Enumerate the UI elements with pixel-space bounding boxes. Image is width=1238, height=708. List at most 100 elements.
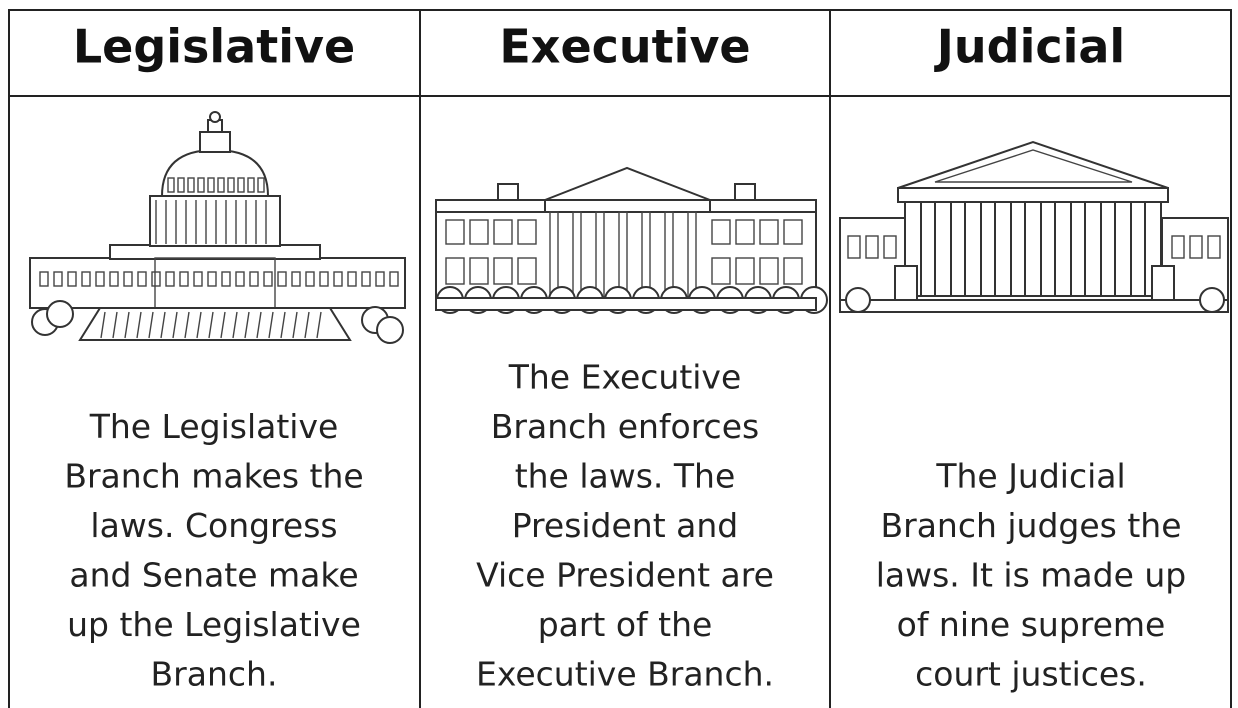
drawing-part: [249, 271, 259, 287]
drawing-part: [883, 235, 897, 259]
drawing-part: [845, 287, 871, 313]
drawing-part: [469, 257, 489, 285]
drawing-part: [256, 311, 262, 339]
drawing-part: [375, 271, 385, 287]
drawing-part: [934, 201, 952, 297]
drawing-part: [160, 311, 166, 339]
drawing-part: [735, 257, 755, 285]
drawing-part: [257, 177, 265, 193]
drawing-part: [53, 271, 63, 287]
drawing-part: [179, 271, 189, 287]
description-line: President and: [512, 506, 739, 545]
column-heading: Judicial: [934, 20, 1125, 74]
drawing-part: [268, 311, 274, 339]
drawing-part: [207, 271, 217, 287]
drawing-part: [208, 311, 214, 339]
drawing-part: [847, 235, 861, 259]
drawing-part: [291, 271, 301, 287]
drawing-part: [347, 271, 357, 287]
drawing-part: [184, 311, 190, 339]
drawing-part: [493, 257, 513, 285]
drawing-part: [29, 257, 406, 309]
drawing-part: [435, 199, 817, 301]
drawing-part: [149, 195, 281, 247]
description-line: Vice President are: [476, 556, 774, 595]
drawing-part: [263, 271, 273, 287]
illustrations: [29, 111, 1229, 344]
drawing-part: [67, 271, 77, 287]
description-line: Branch makes the: [64, 457, 363, 496]
drawing-part: [304, 311, 310, 339]
description-line: Branch.: [151, 655, 278, 694]
drawing-part: [783, 219, 803, 245]
drawing-part: [1207, 235, 1221, 259]
drawing-part: [1114, 201, 1132, 297]
drawing-part: [1171, 235, 1185, 259]
drawing-part: [734, 183, 756, 201]
description-line: laws. It is made up: [876, 556, 1187, 595]
column-heading: Executive: [499, 20, 750, 74]
drawing-part: [445, 219, 465, 245]
drawing-part: [445, 257, 465, 285]
description-line: The Legislative: [89, 407, 339, 446]
drawing-part: [81, 271, 91, 287]
drawing-part: [292, 311, 298, 339]
drawing-part: [209, 111, 221, 123]
drawing-part: [361, 271, 371, 287]
drawing-part: [46, 300, 74, 328]
drawing-part: [95, 271, 105, 287]
drawing-part: [1054, 201, 1072, 297]
description-line: Branch enforces: [491, 407, 759, 446]
drawing-part: [497, 183, 519, 201]
drawing-part: [517, 257, 537, 285]
drawing-part: [100, 311, 106, 339]
drawing-part: [1189, 235, 1203, 259]
description-line: The Executive: [508, 358, 742, 397]
drawing-part: [193, 271, 203, 287]
drawing-part: [124, 311, 130, 339]
drawing-part: [277, 271, 287, 287]
drawing-part: [435, 297, 817, 311]
drawing-part: [934, 149, 1133, 183]
drawing-part: [280, 311, 286, 339]
drawing-part: [123, 271, 133, 287]
drawing-part: [376, 316, 404, 344]
drawing-part: [235, 271, 245, 287]
drawing-part: [544, 199, 711, 213]
description-line: up the Legislative: [67, 605, 361, 644]
drawing-part: [333, 271, 343, 287]
drawing-part: [136, 311, 142, 339]
column-heading: Legislative: [73, 20, 355, 74]
drawing-part: [151, 271, 161, 287]
drawing-part: [389, 271, 399, 287]
drawing-part: [221, 271, 231, 287]
drawing-part: [319, 271, 329, 287]
drawing-part: [711, 257, 731, 285]
drawing-part: [172, 311, 178, 339]
drawing-part: [109, 271, 119, 287]
drawing-part: [220, 311, 226, 339]
drawing-part: [227, 177, 235, 193]
drawing-part: [865, 235, 879, 259]
drawing-part: [894, 265, 918, 301]
drawing-part: [137, 271, 147, 287]
drawing-part: [759, 219, 779, 245]
drawing-part: [148, 311, 154, 339]
drawing-part: [39, 271, 49, 287]
drawing-part: [1151, 265, 1175, 301]
drawing-part: [247, 177, 255, 193]
drawing-part: [305, 271, 315, 287]
drawing-part: [897, 187, 1169, 203]
drawing-part: [199, 131, 231, 153]
description-line: Branch judges the: [880, 506, 1181, 545]
drawing-part: [217, 177, 225, 193]
drawing-part: [237, 177, 245, 193]
drawing-part: [1084, 201, 1102, 297]
drawing-part: [167, 177, 175, 193]
drawing-part: [759, 257, 779, 285]
drawing-part: [196, 311, 202, 339]
drawing-part: [165, 271, 175, 287]
description-line: laws. Congress: [90, 506, 337, 545]
